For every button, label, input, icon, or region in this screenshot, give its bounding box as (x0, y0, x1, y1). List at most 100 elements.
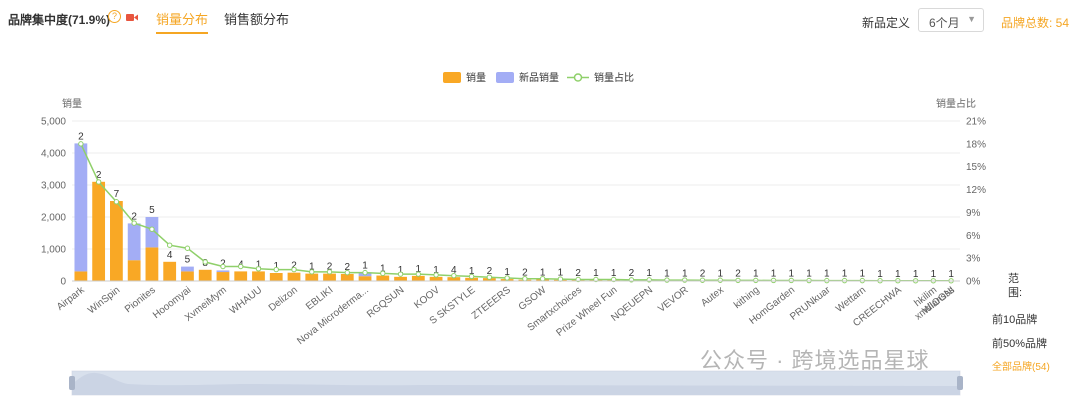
bar-sales (447, 277, 461, 281)
bar-data-label: 2 (327, 262, 333, 273)
bar-data-label: 1 (558, 268, 564, 279)
x-tick-label: WinSpin (86, 285, 122, 317)
share-point (735, 277, 741, 284)
bar-data-label: 1 (504, 267, 510, 278)
bar-sales (74, 271, 88, 281)
bar-sales (181, 271, 194, 281)
legend-sales-label: 销量 (466, 71, 486, 84)
period-select[interactable]: 6个月 ▼ (918, 8, 984, 32)
bar-data-label: 1 (469, 266, 475, 277)
bar-sales (305, 273, 319, 281)
bar-data-label: 2 (575, 268, 581, 279)
y-tick-label: 1,000 (41, 245, 66, 256)
legend-new-sales-label: 新品销量 (519, 71, 559, 84)
help-icon[interactable]: ? (108, 10, 121, 23)
bar-data-label: 2 (700, 269, 706, 280)
range-option-all[interactable]: 全部品牌(54) (992, 362, 1050, 373)
bar-sales (323, 273, 336, 281)
share-point (131, 220, 137, 226)
x-tick-label: kithing (732, 285, 762, 311)
share-point (202, 259, 208, 265)
share-point (770, 277, 777, 284)
x-tick-label: RGQSUN (365, 285, 406, 321)
bar-data-label: 4 (167, 250, 173, 261)
bar-data-label: 2 (96, 170, 102, 181)
x-tick-label: KOOV (412, 284, 442, 311)
range-label-text: 范围: (1008, 273, 1023, 299)
bar-sales (269, 273, 283, 281)
bar-data-label: 7 (114, 189, 120, 200)
bar-data-label: 1 (273, 261, 279, 272)
bar-new-sales (127, 223, 141, 261)
bar-data-label: 2 (78, 131, 84, 142)
bar-sales (127, 260, 141, 281)
share-point (468, 273, 475, 280)
bar-sales (287, 272, 301, 281)
legend-new-sales-swatch (496, 72, 514, 83)
chart-legend[interactable]: 销量 新品销量 销量占比 (443, 71, 634, 84)
bar-sales (394, 276, 407, 281)
bar-data-label: 1 (913, 269, 919, 280)
slider-window[interactable] (72, 371, 960, 395)
share-point (238, 263, 244, 270)
y-tick-label: 2,000 (41, 213, 66, 224)
share-point (95, 179, 102, 185)
bar-data-label: 1 (860, 269, 866, 280)
range-option-top10[interactable]: 前10品牌 (992, 314, 1038, 326)
bar-data-label: 1 (931, 269, 937, 280)
share-point (113, 199, 120, 205)
bar-sales (92, 181, 106, 281)
bar-data-label: 1 (380, 264, 386, 275)
slider-right-handle[interactable] (957, 376, 963, 390)
bar-sales (163, 261, 177, 281)
share-point (664, 277, 670, 283)
x-tick-label: PRUNkuar (788, 284, 833, 323)
bar-data-label: 1 (309, 262, 315, 273)
y2-axis-title: 销量占比 (936, 97, 976, 110)
bar-sales (145, 247, 159, 281)
bar-data-label: 1 (433, 265, 439, 276)
bar-sales (234, 271, 248, 281)
bar-data-label: 1 (771, 269, 777, 280)
share-point (397, 271, 404, 277)
bar-sales (465, 277, 478, 281)
share-point (78, 141, 84, 147)
zoom-slider[interactable] (69, 370, 963, 396)
share-point (309, 269, 315, 275)
share-point (682, 277, 688, 283)
bar-data-label: 1 (806, 269, 812, 280)
bar-sales (411, 275, 425, 281)
bar-data-label: 5 (149, 205, 155, 216)
share-point (344, 269, 350, 276)
bar-sales (429, 276, 443, 281)
range-option-top50[interactable]: 前50%品牌 (992, 338, 1048, 350)
share-line (78, 141, 954, 284)
bar-sales (358, 276, 372, 281)
x-tick-label: GSOW (517, 284, 549, 313)
share-point (291, 266, 297, 273)
video-icon[interactable] (126, 13, 138, 22)
share-point (415, 271, 422, 277)
share-point (255, 266, 262, 272)
tab-revenue-distribution[interactable]: 销售额分布 (224, 12, 290, 27)
x-tick-label: WHAUU (228, 285, 265, 317)
y2-tick-label: 21% (966, 117, 986, 128)
tab-sales-distribution[interactable]: 销量分布 (156, 9, 209, 34)
bar-data-label: 2 (291, 261, 297, 272)
bar-new-sales (181, 266, 194, 272)
legend-sales-swatch (443, 72, 461, 83)
bar-data-label: 2 (522, 268, 528, 279)
period-value: 6个月 (929, 16, 960, 30)
y-tick-label: 0 (60, 277, 66, 288)
y2-tick-label: 3% (966, 254, 981, 265)
slider-sparkline (72, 372, 960, 395)
share-point (380, 270, 386, 277)
share-point (539, 276, 546, 282)
bar-sales (110, 201, 123, 281)
new-product-definition-label: 新品定义 (862, 16, 911, 30)
y2-tick-label: 6% (966, 231, 981, 242)
legend-share-label: 销量占比 (594, 71, 634, 84)
share-point (149, 226, 155, 232)
share-point (326, 269, 333, 275)
slider-left-handle[interactable] (69, 376, 75, 390)
